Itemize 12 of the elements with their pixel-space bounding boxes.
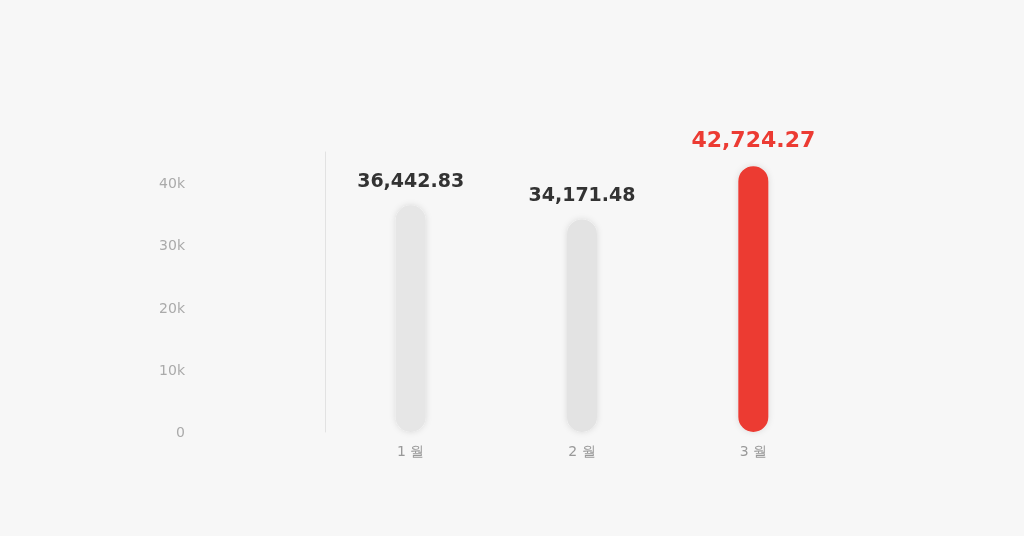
y-tick-label: 0 — [176, 424, 185, 440]
y-tick-label: 10k — [159, 361, 186, 378]
data-label: 36,442.83 — [357, 168, 465, 191]
y-tick-label: 20k — [159, 299, 186, 316]
y-tick-label: 30k — [159, 237, 186, 254]
y-tick-label: 40k — [159, 175, 186, 192]
data-label: 34,171.48 — [528, 182, 636, 205]
x-tick-label: 2 월 — [568, 443, 596, 459]
x-tick-label: 1 월 — [396, 443, 425, 459]
bar — [738, 166, 769, 432]
data-label: 42,724.27 — [691, 126, 816, 152]
x-tick-label: 3 월 — [739, 443, 768, 459]
